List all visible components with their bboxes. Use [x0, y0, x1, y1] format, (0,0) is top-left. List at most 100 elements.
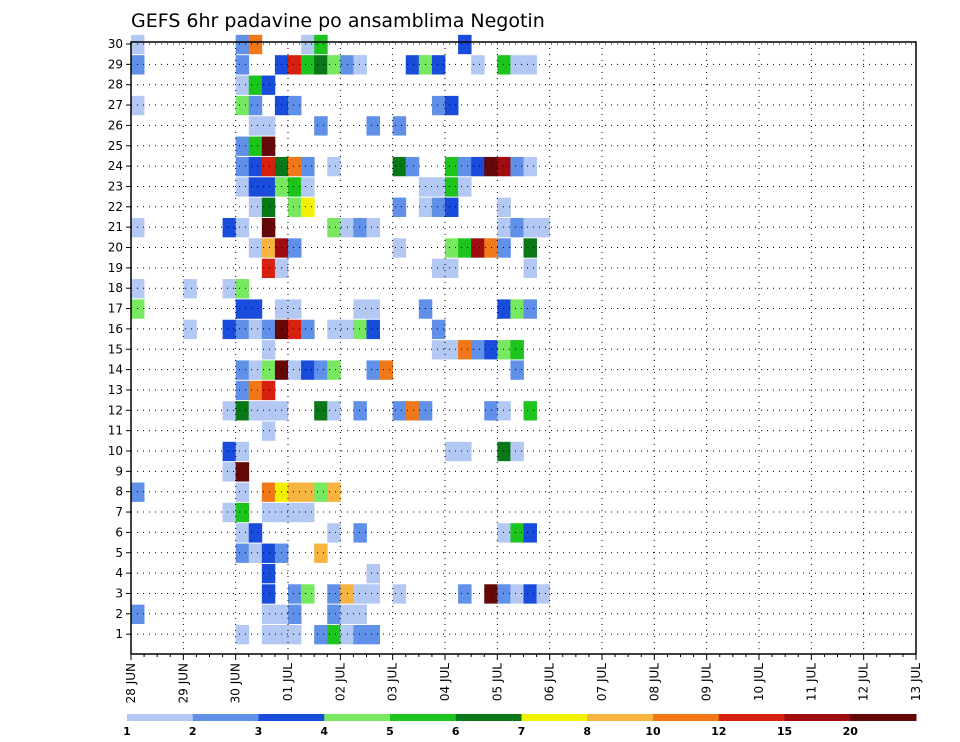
heatmap-cell — [523, 217, 537, 238]
y-tick-label: 17 — [108, 302, 123, 316]
colorbar-swatch — [521, 714, 588, 721]
heatmap-cell — [445, 238, 459, 258]
heatmap-cell — [288, 584, 302, 604]
heatmap-cell — [366, 563, 380, 584]
y-tick-label: 9 — [115, 464, 123, 478]
y-tick-label: 16 — [108, 322, 123, 336]
colorbar-label: 1 — [123, 725, 131, 738]
y-tick-label: 25 — [108, 139, 123, 153]
heatmap-cell — [418, 177, 433, 197]
heatmap-cell — [458, 34, 472, 55]
heatmap-cell — [261, 116, 276, 136]
heatmap-cell — [183, 319, 197, 340]
y-tick-label: 4 — [115, 566, 123, 580]
heatmap-cell — [235, 543, 250, 563]
heatmap-cell — [314, 116, 328, 136]
heatmap-cell — [340, 584, 354, 604]
heatmap-cell — [235, 441, 250, 462]
heatmap-cell — [261, 156, 276, 177]
heatmap-cell — [261, 238, 276, 258]
heatmap-cell — [288, 319, 302, 340]
heatmap-cell — [301, 360, 315, 380]
heatmap-cell — [274, 624, 289, 645]
heatmap-cell — [288, 624, 302, 645]
y-tick-label: 21 — [108, 220, 123, 234]
heatmap-cell — [248, 319, 263, 340]
heatmap-cell — [431, 258, 446, 279]
colorbar-swatch — [653, 714, 720, 721]
x-tick-label: 30 JUN — [229, 663, 243, 703]
heatmap-cell — [274, 156, 289, 177]
y-tick-label: 8 — [115, 485, 123, 499]
heatmap-cell — [445, 258, 459, 279]
heatmap-cell — [235, 217, 250, 238]
heatmap-cell — [261, 217, 276, 238]
heatmap-cell — [510, 584, 524, 604]
heatmap-cell — [274, 401, 289, 421]
heatmap-cell — [261, 75, 276, 95]
heatmap-cell — [248, 238, 263, 258]
colorbar-label: 5 — [386, 725, 394, 738]
chart-title: GEFS 6hr padavine po ansamblima Negotin — [131, 10, 545, 32]
heatmap-cell — [497, 584, 511, 604]
heatmap-cell — [353, 624, 367, 645]
heatmap-cell — [261, 136, 276, 156]
y-tick-label: 27 — [108, 98, 123, 112]
heatmap-cell — [523, 299, 537, 319]
heatmap-cell — [510, 55, 524, 75]
heatmap-cell — [248, 75, 263, 95]
y-tick-label: 6 — [115, 525, 123, 539]
heatmap-cell — [418, 197, 433, 217]
x-axis: 28 JUN 29 JUN 30 JUN 01 JUL 02 JUL 03 JUL 04 J… — [124, 654, 923, 703]
heatmap-cell — [274, 482, 289, 502]
x-tick-label: 05 JUL — [490, 663, 504, 701]
heatmap-cell — [458, 238, 472, 258]
heatmap-cell — [261, 197, 276, 217]
heatmap-cell — [301, 482, 315, 502]
heatmap-cell — [327, 523, 341, 543]
heatmap-cell — [392, 116, 407, 136]
heatmap-cell — [497, 401, 511, 421]
heatmap-cell — [288, 55, 302, 75]
heatmap-cell — [288, 482, 302, 502]
heatmap-cell — [261, 401, 276, 421]
heatmap-cell — [445, 197, 459, 217]
heatmap-cell — [366, 319, 380, 340]
y-tick-label: 18 — [108, 281, 123, 295]
heatmap-cell — [458, 177, 472, 197]
heatmap-cell — [235, 380, 250, 401]
heatmap-cell — [235, 34, 250, 55]
heatmap-cell — [327, 319, 341, 340]
heatmap-cell — [301, 319, 315, 340]
colorbar-label: 4 — [320, 725, 328, 738]
heatmap-cell — [222, 441, 237, 462]
heatmap-cell — [353, 55, 367, 75]
heatmap-cell — [222, 502, 237, 523]
heatmap-cell — [131, 482, 145, 502]
heatmap-cell — [471, 238, 485, 258]
heatmap-cell — [222, 462, 237, 482]
y-tick-label: 15 — [108, 342, 123, 356]
y-tick-label: 29 — [108, 57, 123, 71]
colorbar-swatch — [587, 714, 654, 721]
heatmap-cell — [301, 197, 315, 217]
heatmap-cell — [484, 238, 498, 258]
heatmap-cell — [353, 319, 367, 340]
heatmap-cell — [536, 217, 551, 238]
heatmap-cell — [274, 604, 289, 624]
colorbar-label: 8 — [583, 725, 591, 738]
heatmap-cell — [314, 482, 328, 502]
heatmap-cell — [353, 299, 367, 319]
heatmap-cell — [392, 401, 407, 421]
heatmap-cell — [405, 401, 420, 421]
heatmap-cell — [261, 604, 276, 624]
heatmap-cell — [274, 543, 289, 563]
heatmap-cell — [274, 177, 289, 197]
heatmap-cell — [314, 360, 328, 380]
x-tick-label: 28 JUN — [124, 663, 138, 703]
colorbar-label: 15 — [777, 725, 792, 738]
heatmap-cell — [327, 156, 341, 177]
heatmap-cell — [471, 55, 485, 75]
heatmap-cell — [274, 258, 289, 279]
heatmap-cell — [366, 584, 380, 604]
